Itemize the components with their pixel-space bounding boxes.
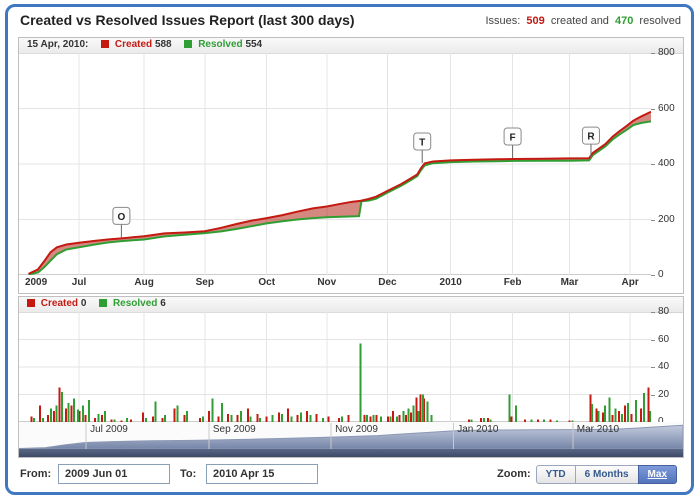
zoom-label: Zoom: [497, 468, 531, 480]
main-chart-plot[interactable]: O T F R [19, 53, 651, 275]
page-title: Created vs Resolved Issues Report (last … [20, 12, 355, 28]
resolved-series-swatch [99, 299, 108, 307]
daily-y-axis: 0 20 40 60 80 [651, 306, 683, 427]
navigator-area[interactable] [19, 422, 683, 457]
flag-marker-F[interactable]: F [503, 127, 522, 159]
daily-chart-plot[interactable] [19, 312, 651, 422]
to-label: To: [180, 468, 197, 480]
x-axis-label: Sep [195, 277, 214, 288]
issues-summary: Issues: 509 created and 470 resolved [482, 15, 681, 27]
to-date-input[interactable] [206, 464, 318, 484]
x-axis-label: Apr [621, 277, 639, 288]
issues-created-count: 509 [526, 15, 545, 27]
daily-chart-panel: Created 0 Resolved 6 020406080 Jul 2009S… [18, 296, 684, 458]
navigator-scrollbar[interactable] [19, 449, 683, 457]
from-date-input[interactable] [58, 464, 170, 484]
daily-chart-legend: Created 0 Resolved 6 [19, 297, 683, 313]
navigator-label: Jan 2010 [457, 424, 499, 435]
flag-marker-O[interactable]: O [112, 206, 131, 238]
issues-resolved-count: 470 [615, 15, 634, 27]
resolved-series-label: Resolved [112, 298, 158, 309]
flag-marker-R[interactable]: R [581, 126, 600, 158]
created-series-swatch [27, 299, 35, 307]
y-axis-label: 800 [658, 47, 675, 58]
y-axis-label: 600 [658, 102, 675, 114]
y-axis-label: 0 [658, 416, 664, 427]
main-x-axis: 2009 Jul Aug Sep Oct Nov Dec 2010 Feb Mar Apr [19, 275, 651, 291]
x-axis-label: Jul [71, 277, 87, 288]
resolved-series-label: Resolved [198, 39, 243, 50]
svg-text:F: F [510, 133, 516, 144]
resolved-series-swatch [184, 40, 193, 48]
issues-resolved-suffix: resolved [639, 15, 681, 27]
y-axis-label: 400 [658, 158, 675, 169]
y-axis-label: 60 [658, 333, 670, 345]
main-chart-legend: 15 Apr, 2010: Created 588 Resolved 554 [19, 38, 683, 54]
resolved-series-value: 554 [245, 39, 263, 50]
svg-text:R: R [587, 132, 595, 143]
resolved-series-value: 6 [160, 298, 166, 309]
from-label: From: [20, 468, 52, 480]
navigator-label: Sep 2009 [212, 424, 256, 435]
svg-text:T: T [419, 138, 425, 149]
x-axis-label: Oct [258, 277, 276, 288]
main-chart-panel: 15 Apr, 2010: Created 588 Resolved 554 O… [18, 37, 684, 294]
y-axis-label: 40 [658, 361, 670, 372]
navigator-label: Jul 2009 [90, 424, 128, 435]
svg-text:O: O [117, 212, 125, 223]
flag-marker-T[interactable]: T [413, 132, 432, 163]
created-series-swatch [101, 40, 110, 48]
created-series-value: 0 [80, 298, 87, 309]
x-axis-label: 2009 [24, 277, 48, 288]
x-axis-label: Nov [317, 277, 337, 288]
issues-created-suffix: created and [550, 15, 609, 27]
created-series-value: 588 [154, 39, 172, 50]
main-y-axis: 0 200 400 600 800 [651, 47, 683, 280]
x-axis-label: Feb [503, 277, 522, 288]
x-axis-label: 2010 [439, 277, 462, 288]
zoom-button-ytd[interactable]: YTD [535, 465, 576, 484]
y-axis-label: 20 [658, 388, 670, 400]
y-axis-label: 0 [658, 269, 664, 280]
x-axis-label: Dec [378, 277, 397, 288]
y-axis-label: 200 [658, 213, 675, 225]
x-axis-label: Mar [560, 277, 579, 288]
x-axis-label: Aug [134, 277, 154, 288]
zoom-button-max[interactable]: Max [637, 465, 677, 484]
y-axis-label: 80 [658, 306, 670, 317]
created-series-label: Created [40, 298, 79, 309]
legend-date: 15 Apr, 2010: [27, 39, 89, 50]
issues-label: Issues: [485, 15, 521, 27]
zoom-button-6-months[interactable]: 6 Months [574, 465, 639, 484]
navigator-label: Nov 2009 [335, 424, 378, 435]
zoom-control-group: Zoom: YTD 6 Months Max [497, 465, 677, 484]
navigator-label: Mar 2010 [576, 424, 620, 435]
navigator[interactable]: Jul 2009 Sep 2009 Nov 2009 Jan 2010 Mar 2010 [19, 422, 683, 457]
created-series-label: Created [114, 39, 153, 50]
report-widget: Created vs Resolved Issues Report (last … [5, 4, 694, 495]
